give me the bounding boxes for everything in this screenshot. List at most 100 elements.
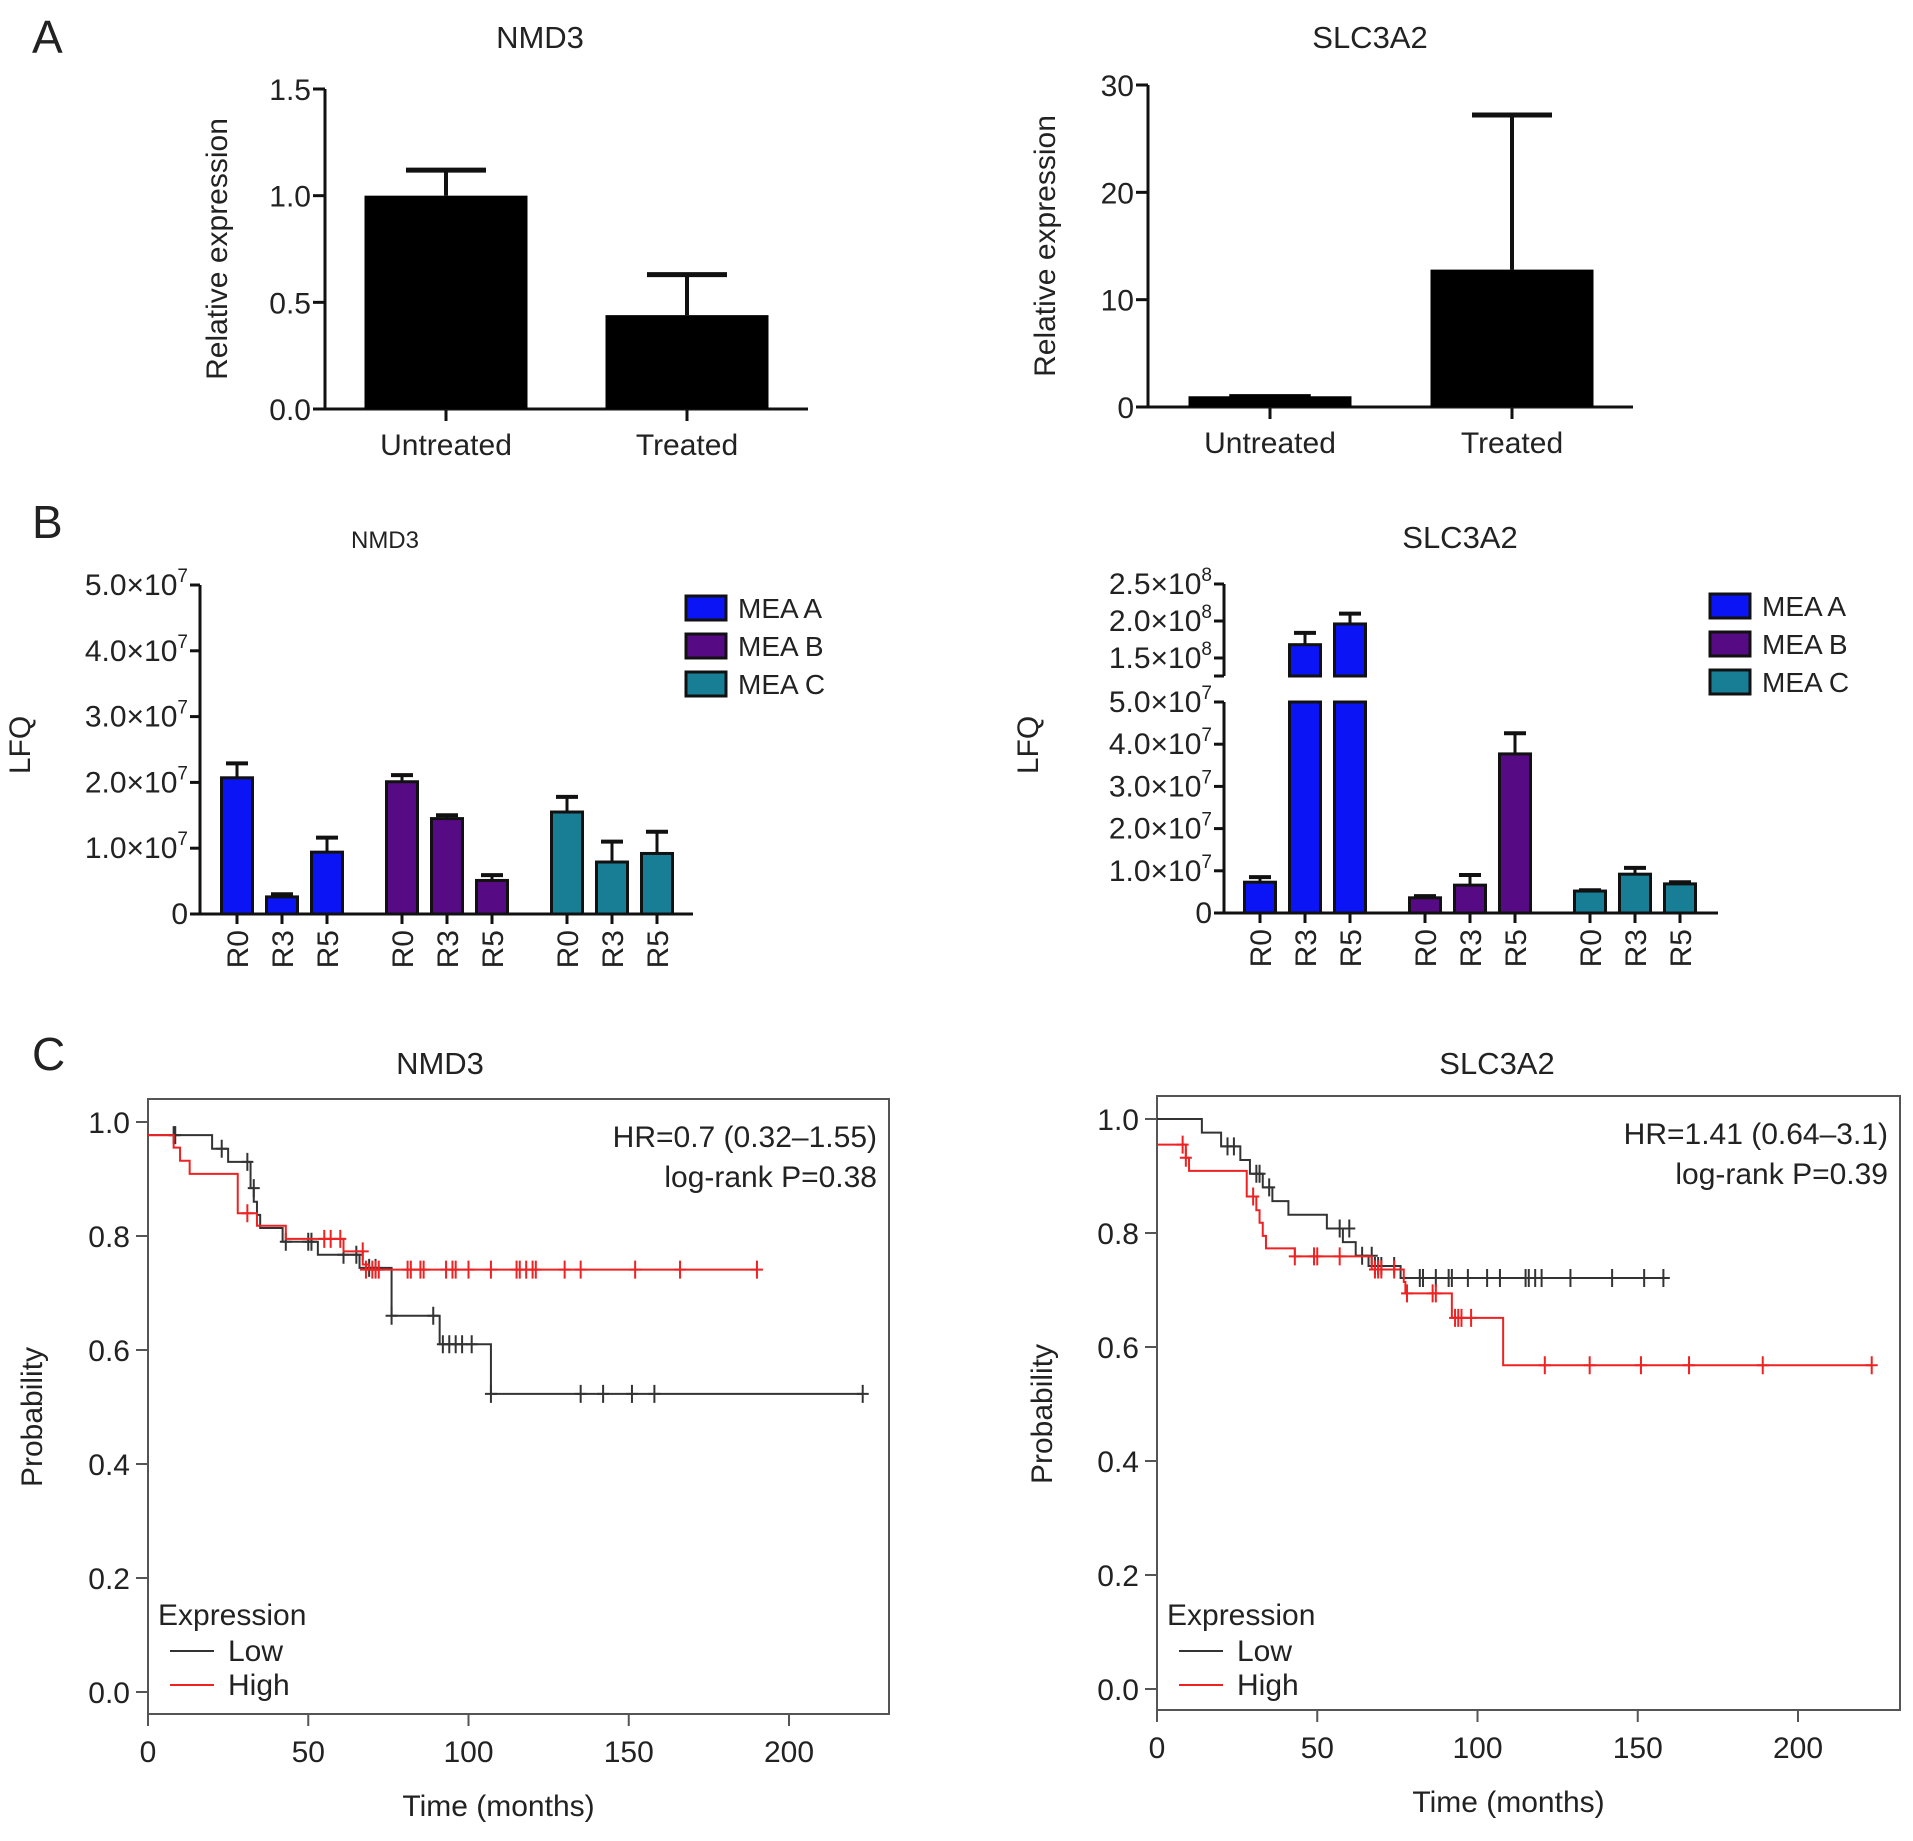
bar xyxy=(1498,752,1532,915)
legend-label: MEA C xyxy=(738,669,825,700)
legend-label: MEA B xyxy=(1762,629,1848,660)
censor-mark xyxy=(484,1260,497,1279)
y-tick-label: 0.0 xyxy=(1097,1674,1139,1707)
censor-mark xyxy=(1247,1187,1260,1206)
x-tick-label: 150 xyxy=(604,1736,654,1769)
y-tick-label: 5.0×107 xyxy=(85,566,188,602)
y-tick-label-exponent: 7 xyxy=(1201,683,1212,704)
y-tick-label: 0.5 xyxy=(269,287,311,320)
censor-mark xyxy=(1538,1356,1551,1375)
y-tick-label-exponent: 7 xyxy=(177,632,188,653)
y-tick-label-base: 1.0×10 xyxy=(1109,855,1202,888)
y-tick-label: 0.6 xyxy=(1097,1332,1139,1365)
censor-mark xyxy=(629,1260,642,1279)
censor-mark xyxy=(1400,1284,1413,1303)
y-tick-label: 20 xyxy=(1101,177,1134,210)
y-tick-label-base: 5.0×10 xyxy=(1109,686,1202,719)
y-tick-label: 1.0 xyxy=(1097,1104,1139,1137)
censor-mark xyxy=(1311,1247,1324,1266)
y-tick-label-exponent: 7 xyxy=(177,763,188,784)
y-tick-label-base: 4.0×10 xyxy=(85,635,178,668)
censor-mark xyxy=(558,1260,571,1279)
censor-mark xyxy=(574,1260,587,1279)
y-tick-label-exponent: 8 xyxy=(1201,565,1212,586)
x-tick-label: R5 xyxy=(1665,929,1698,967)
y-tick-label-base: 2.0×10 xyxy=(1109,813,1202,846)
y-tick-label-base: 5.0×10 xyxy=(85,569,178,602)
bar xyxy=(265,895,299,916)
x-tick-label: 0 xyxy=(140,1736,157,1769)
y-tick-label: 0.4 xyxy=(88,1449,130,1482)
y-tick-label-exponent: 7 xyxy=(177,566,188,587)
censor-mark xyxy=(1375,1260,1388,1279)
x-tick-label: 200 xyxy=(1773,1732,1823,1765)
y-tick-label-base: 0 xyxy=(1195,897,1212,930)
y-tick-label: 2.0×107 xyxy=(85,763,188,799)
y-tick-label: 2.0×107 xyxy=(1109,810,1212,846)
y-tick-label-base: 1.0×10 xyxy=(85,832,178,865)
y-tick-label: 2.0×108 xyxy=(1109,602,1212,638)
y-tick-label: 0.6 xyxy=(88,1335,130,1368)
y-tick-label: 4.0×107 xyxy=(1109,725,1212,761)
censor-mark xyxy=(1756,1356,1769,1375)
legend-swatch xyxy=(684,594,728,622)
censor-mark xyxy=(241,1152,254,1171)
censor-mark xyxy=(1465,1308,1478,1327)
bar xyxy=(640,851,674,916)
y-tick-label: 3.0×107 xyxy=(85,698,188,734)
bar-chart-a-slc3a2: SLC3A2 0 10 20 30 Relative expression Untreate… xyxy=(1029,20,1633,460)
censor-mark xyxy=(1461,1269,1474,1288)
x-tick-label: R5 xyxy=(1335,929,1368,967)
y-axis-label: Probability xyxy=(1026,1344,1059,1484)
x-tick-label: R5 xyxy=(642,930,675,968)
censor-mark xyxy=(356,1242,369,1261)
y-tick-label-exponent: 7 xyxy=(177,829,188,850)
censor-mark xyxy=(1564,1269,1577,1288)
chart-title: NMD3 xyxy=(496,20,584,55)
censor-mark xyxy=(417,1260,430,1279)
x-tick-label: 100 xyxy=(1452,1732,1502,1765)
y-tick-label: 0.0 xyxy=(88,1677,130,1710)
censor-mark xyxy=(1445,1269,1458,1288)
hazard-ratio-label: HR=0.7 (0.32–1.55) xyxy=(613,1121,877,1154)
y-tick-label: 0.0 xyxy=(269,394,311,427)
y-tick-label: 1.0×107 xyxy=(85,829,188,865)
censor-mark xyxy=(305,1232,318,1251)
legend-label: High xyxy=(1237,1669,1299,1702)
censor-mark xyxy=(372,1260,385,1279)
censor-mark xyxy=(1535,1269,1548,1288)
y-tick-label: 1.0 xyxy=(269,181,311,214)
censor-mark xyxy=(1343,1219,1356,1238)
plot-frame xyxy=(147,1098,890,1715)
y-axis-label: LFQ xyxy=(4,716,37,774)
legend-label: MEA A xyxy=(1762,591,1846,622)
censor-mark xyxy=(1263,1178,1276,1197)
censor-mark xyxy=(241,1204,254,1223)
censor-mark xyxy=(1583,1356,1596,1375)
survival-curve-low xyxy=(148,1134,863,1395)
legend-swatch xyxy=(684,632,728,660)
bar-lower-segment xyxy=(1333,700,1367,915)
legend-label: Low xyxy=(1237,1635,1292,1668)
x-tick-label: R0 xyxy=(1245,929,1278,967)
y-tick-label: 1.0×107 xyxy=(1109,852,1212,888)
log-rank-p-label: log-rank P=0.38 xyxy=(664,1161,877,1194)
bar xyxy=(385,780,419,916)
y-tick-label-base: 3.0×10 xyxy=(1109,770,1202,803)
x-tick-label: R0 xyxy=(552,930,585,968)
censor-mark xyxy=(1227,1137,1240,1156)
censor-mark xyxy=(625,1384,638,1403)
y-tick-label: 0.2 xyxy=(1097,1560,1139,1593)
legend-label: MEA A xyxy=(738,593,822,624)
censor-mark xyxy=(1176,1135,1189,1154)
x-tick-label: 200 xyxy=(764,1736,814,1769)
censor-mark xyxy=(334,1229,347,1248)
y-tick-label: 3.0×107 xyxy=(1109,767,1212,803)
censor-mark xyxy=(1493,1269,1506,1288)
censor-mark xyxy=(1606,1269,1619,1288)
y-tick-label-exponent: 7 xyxy=(1201,810,1212,831)
x-tick-label: 50 xyxy=(1301,1732,1334,1765)
y-tick-label: 5.0×107 xyxy=(1109,683,1212,719)
y-tick-label: 2.5×108 xyxy=(1109,565,1212,601)
